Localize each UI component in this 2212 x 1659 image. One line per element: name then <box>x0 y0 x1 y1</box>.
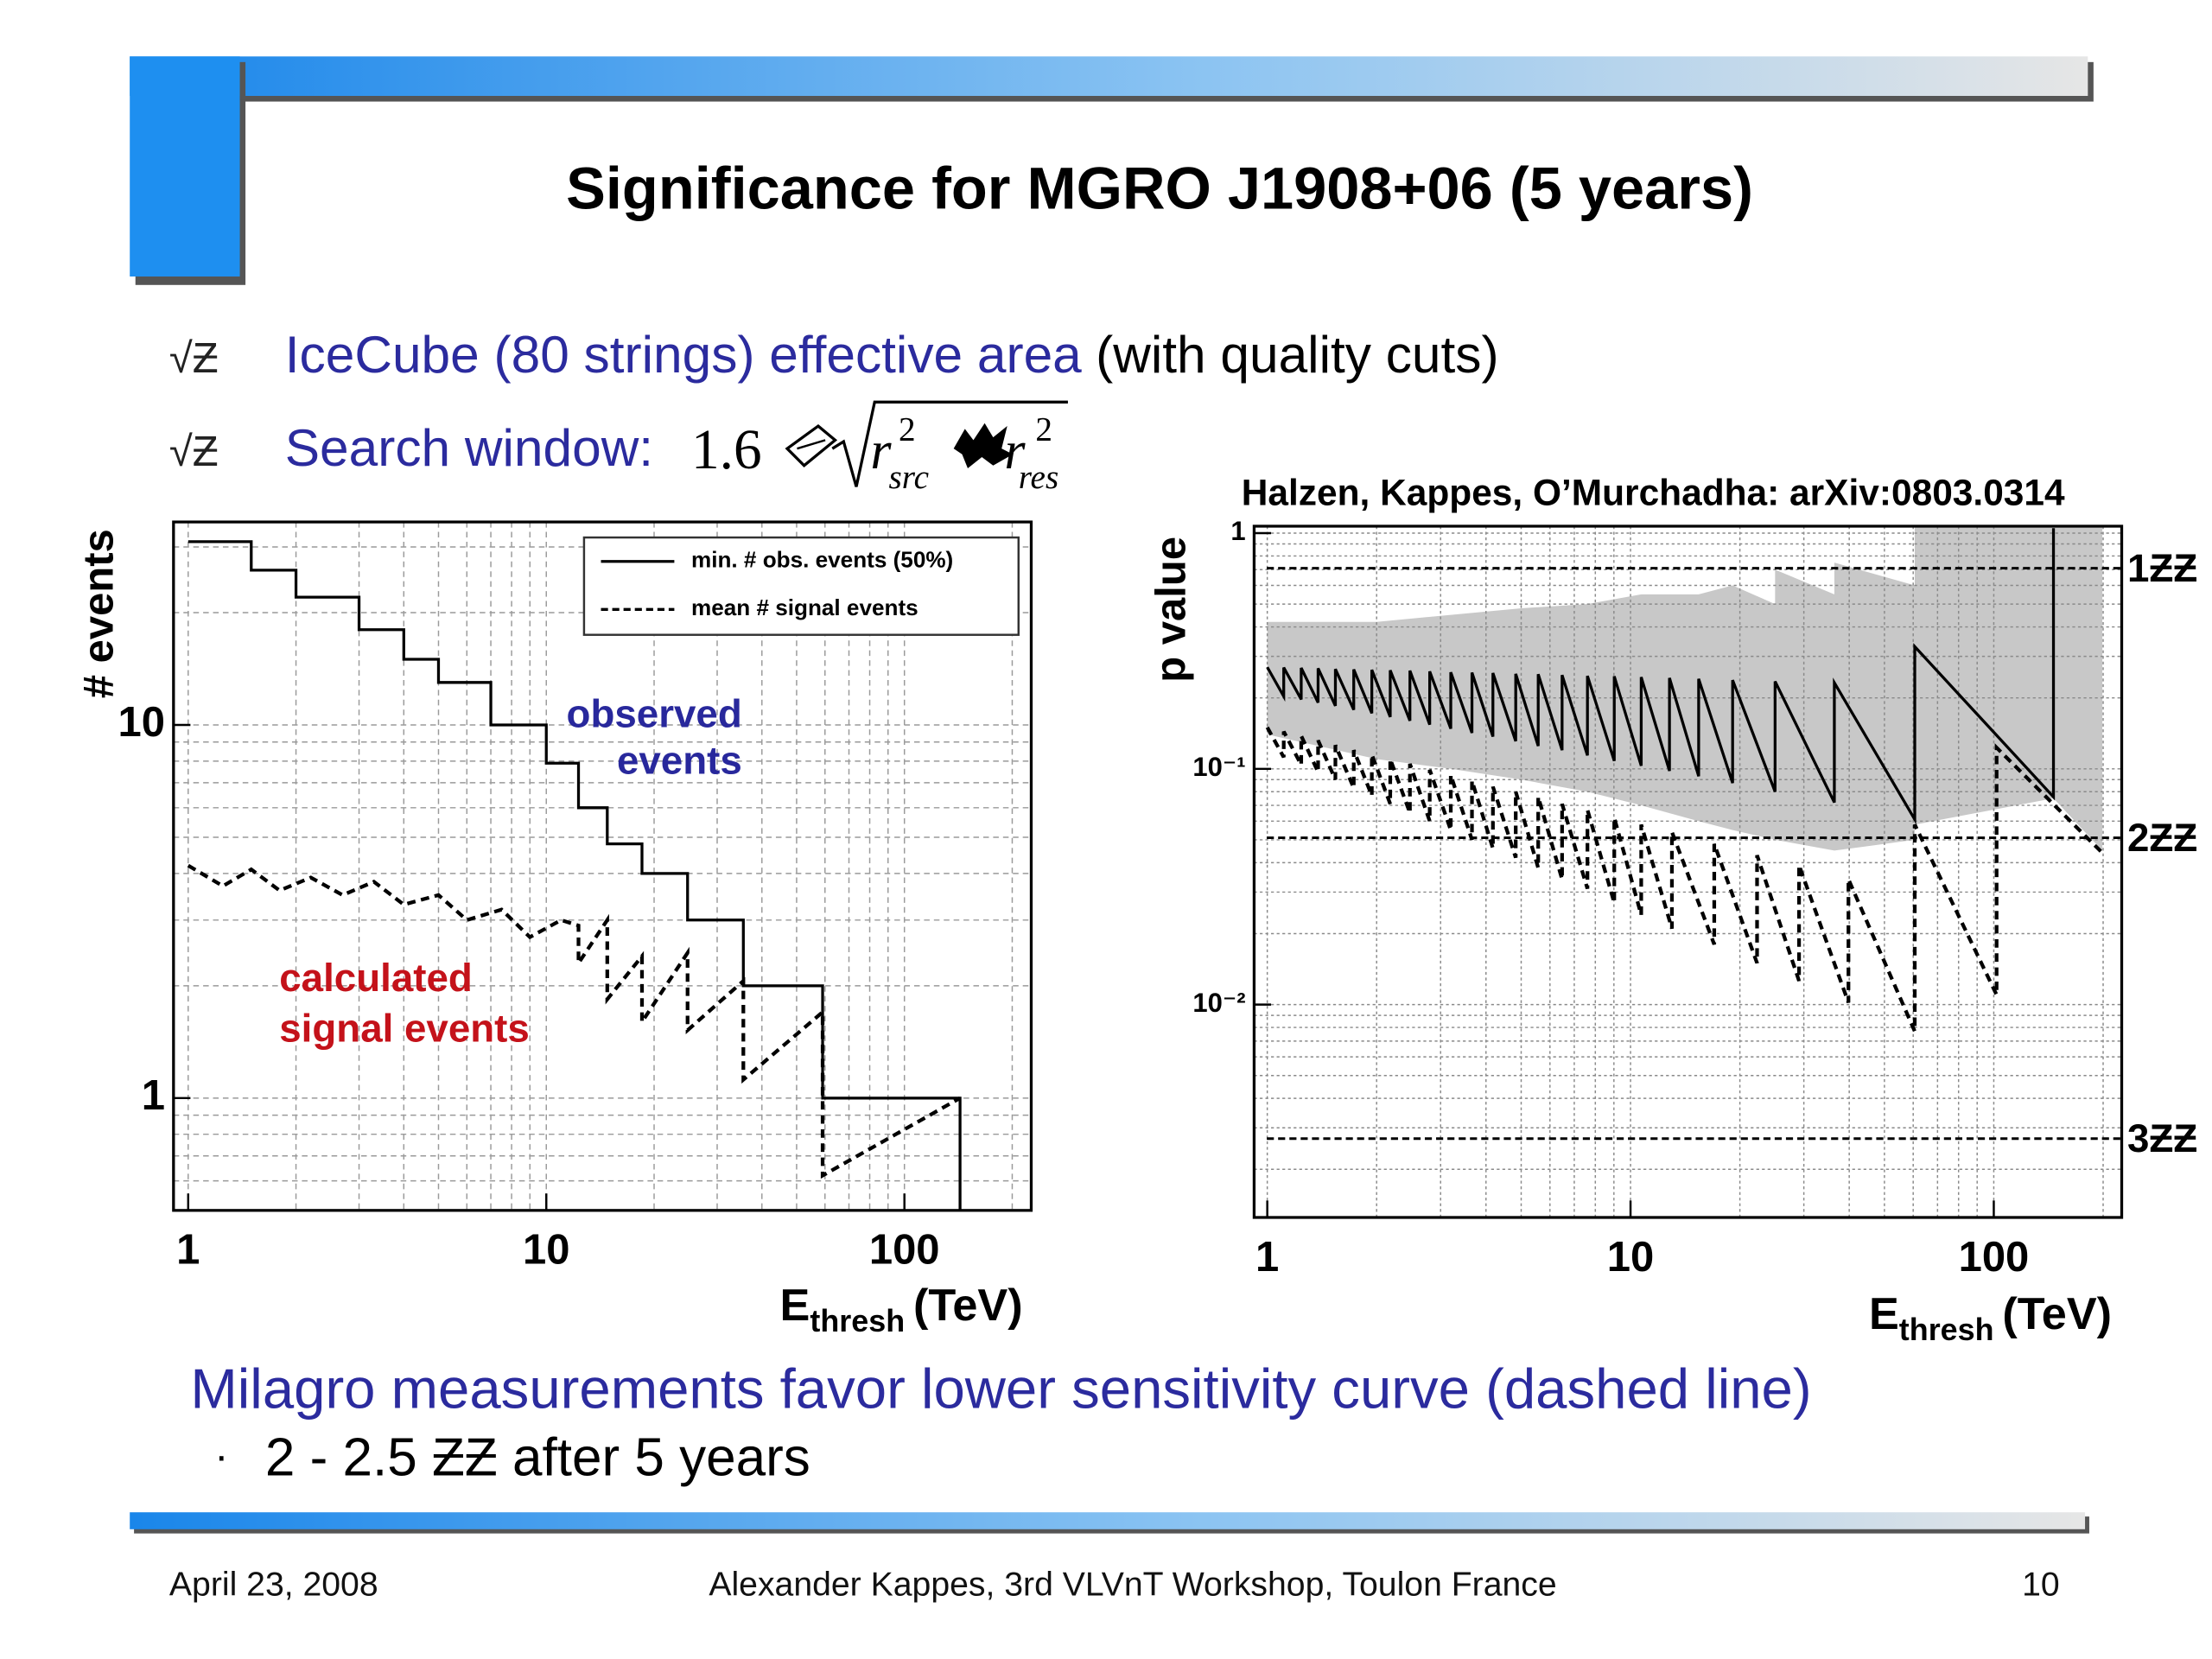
legend-label: mean # signal events <box>691 594 918 620</box>
header-block <box>130 56 240 276</box>
reference-label: 3ƵƵ <box>2127 1116 2197 1160</box>
y-axis-label: p value <box>1147 537 1194 683</box>
formula-coef: 1.6 <box>691 419 762 481</box>
y-tick-label: 10⁻¹ <box>1192 752 1245 782</box>
x-tick-label: 100 <box>1959 1234 2030 1281</box>
chart-title: Halzen, Kappes, O’Murchadha: arXiv:0803.… <box>1242 472 2065 512</box>
x-axis-label: Ethresh (TeV) <box>1869 1289 2112 1347</box>
x-axis-label-main: E <box>780 1281 810 1331</box>
y-axis-label: # events <box>75 529 122 698</box>
bullet-note: (with quality cuts) <box>1096 325 1499 384</box>
data-line <box>1266 528 2056 825</box>
x-axis-label-unit: (TeV) <box>913 1281 1023 1331</box>
data-line <box>188 540 962 1211</box>
x-axis-label-sub: thresh <box>1899 1312 1994 1347</box>
header-bar <box>130 56 2088 97</box>
sub-bullet-marker: · <box>214 1433 228 1479</box>
sub-bullet: 2 - 2.5 ƵƵ after 5 years <box>265 1428 810 1488</box>
formula-sup: 2 <box>1035 410 1052 448</box>
data-line <box>1265 726 2104 1033</box>
formula-glyph <box>785 423 838 467</box>
footer-bar <box>130 1512 2086 1529</box>
page-number: 10 <box>2022 1567 2060 1604</box>
formula-sub: src <box>889 459 929 496</box>
x-axis-label-main: E <box>1869 1289 1899 1339</box>
x-axis-label-unit: (TeV) <box>2002 1289 2112 1339</box>
conclusion: Milagro measurements favor lower sensiti… <box>190 1357 1811 1420</box>
formula-base: r <box>870 422 892 480</box>
formula-base: r <box>1004 422 1026 480</box>
formula-sup: 2 <box>899 410 916 448</box>
x-tick-label: 1 <box>1255 1234 1279 1281</box>
formula-sub: res <box>1019 459 1058 496</box>
footer-author: Alexander Kappes, 3rd VLVnT Workshop, To… <box>709 1567 1556 1604</box>
bullet-text: Search window: <box>285 418 653 477</box>
bullet-marker: √Ƶ <box>169 429 219 475</box>
y-tick-label: 10 <box>118 699 165 746</box>
x-axis-label-sub: thresh <box>810 1303 905 1338</box>
plot-frame <box>172 520 1033 1212</box>
x-tick-label: 10 <box>523 1227 569 1274</box>
data-line <box>187 863 962 1179</box>
annotation: signal events <box>279 1007 530 1051</box>
bullet-text: IceCube (80 strings) effective area (with… <box>285 325 1499 384</box>
header-line <box>239 96 2088 100</box>
sqrt-sign <box>831 400 1068 487</box>
bullet-highlight: IceCube (80 strings) effective area <box>285 325 1082 384</box>
legend-label: min. # obs. events (50%) <box>691 547 953 573</box>
legend-box <box>582 536 1020 636</box>
footer-date: April 23, 2008 <box>169 1567 378 1604</box>
x-axis-label: Ethresh (TeV) <box>780 1281 1023 1338</box>
annotation: events <box>617 738 742 782</box>
formula-glyph <box>953 423 1014 469</box>
reference-label: 1ƵƵ <box>2127 546 2197 590</box>
chart: 1ƵƵ 2ƵƵ 3ƵƵ 1 10 100 10⁻² 10⁻¹ 1 Ethresh (TeV) p va… <box>1147 472 2197 1347</box>
reference-label: 2ƵƵ <box>2127 816 2197 860</box>
plot-frame <box>1252 524 2124 1219</box>
annotation: observed <box>567 691 742 735</box>
annotation: calculated <box>279 956 473 1000</box>
x-tick-label: 1 <box>176 1227 200 1274</box>
y-tick-label: 1 <box>142 1072 165 1119</box>
y-tick-label: 1 <box>1230 516 1245 546</box>
uncertainty-band <box>1267 525 2103 851</box>
slide-title: Significance for MGRO J1908+06 (5 years) <box>566 156 1753 222</box>
x-tick-label: 100 <box>869 1227 940 1274</box>
y-tick-label: 10⁻² <box>1192 988 1245 1018</box>
chart: 1 10 100 1 10 Ethresh (TeV) # events min. # obs.… <box>75 520 1033 1338</box>
bullet-marker: √Ƶ <box>169 335 219 382</box>
x-tick-label: 10 <box>1607 1234 1654 1281</box>
